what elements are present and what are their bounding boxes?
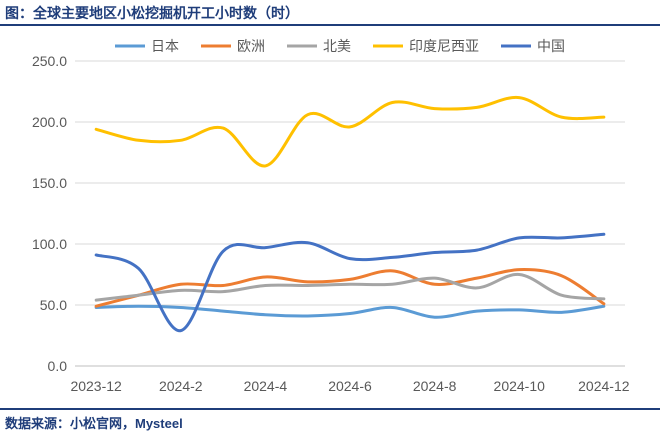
series-line-0 (94, 304, 606, 319)
x-tick-label: 2024-8 (413, 378, 457, 394)
y-tick-label: 0.0 (48, 358, 68, 374)
x-tick-label: 2024-4 (244, 378, 288, 394)
series-line-4 (94, 232, 606, 333)
grid-layer (75, 60, 625, 306)
axis-layer: 0.0 50.0 100.0 150.0 200.0 250.0 2023-12 2024-2… (32, 53, 630, 394)
legend-label: 欧洲 (237, 38, 265, 54)
legend-label: 日本 (151, 38, 179, 54)
series-layer (94, 95, 606, 333)
x-tick-label: 2024-12 (578, 378, 630, 394)
series-line-1 (94, 268, 606, 308)
legend-label: 中国 (537, 38, 565, 54)
x-tick-label: 2023-12 (70, 378, 122, 394)
series-line-2 (94, 272, 606, 302)
x-tick-label: 2024-10 (494, 378, 546, 394)
legend-label: 印度尼西亚 (409, 38, 479, 54)
chart-title: 图：全球主要地区小松挖掘机开工小时数（时） (5, 5, 299, 21)
source-note: 数据来源：小松官网，Mysteel (5, 416, 183, 431)
legend-label: 北美 (323, 38, 351, 54)
series-line-3 (94, 95, 606, 168)
legend: 日本 欧洲 北美 印度尼西亚 中国 (115, 38, 565, 54)
source-rule (0, 408, 660, 410)
x-tick-label: 2024-6 (328, 378, 372, 394)
title-rule (0, 24, 660, 26)
y-tick-label: 250.0 (32, 53, 67, 69)
y-tick-label: 200.0 (32, 114, 67, 130)
line-chart: 0.0 50.0 100.0 150.0 200.0 250.0 2023-12 2024-2… (32, 38, 630, 394)
x-tick-label: 2024-2 (159, 378, 203, 394)
y-tick-label: 100.0 (32, 236, 67, 252)
y-tick-label: 150.0 (32, 175, 67, 191)
y-tick-label: 50.0 (40, 297, 67, 313)
